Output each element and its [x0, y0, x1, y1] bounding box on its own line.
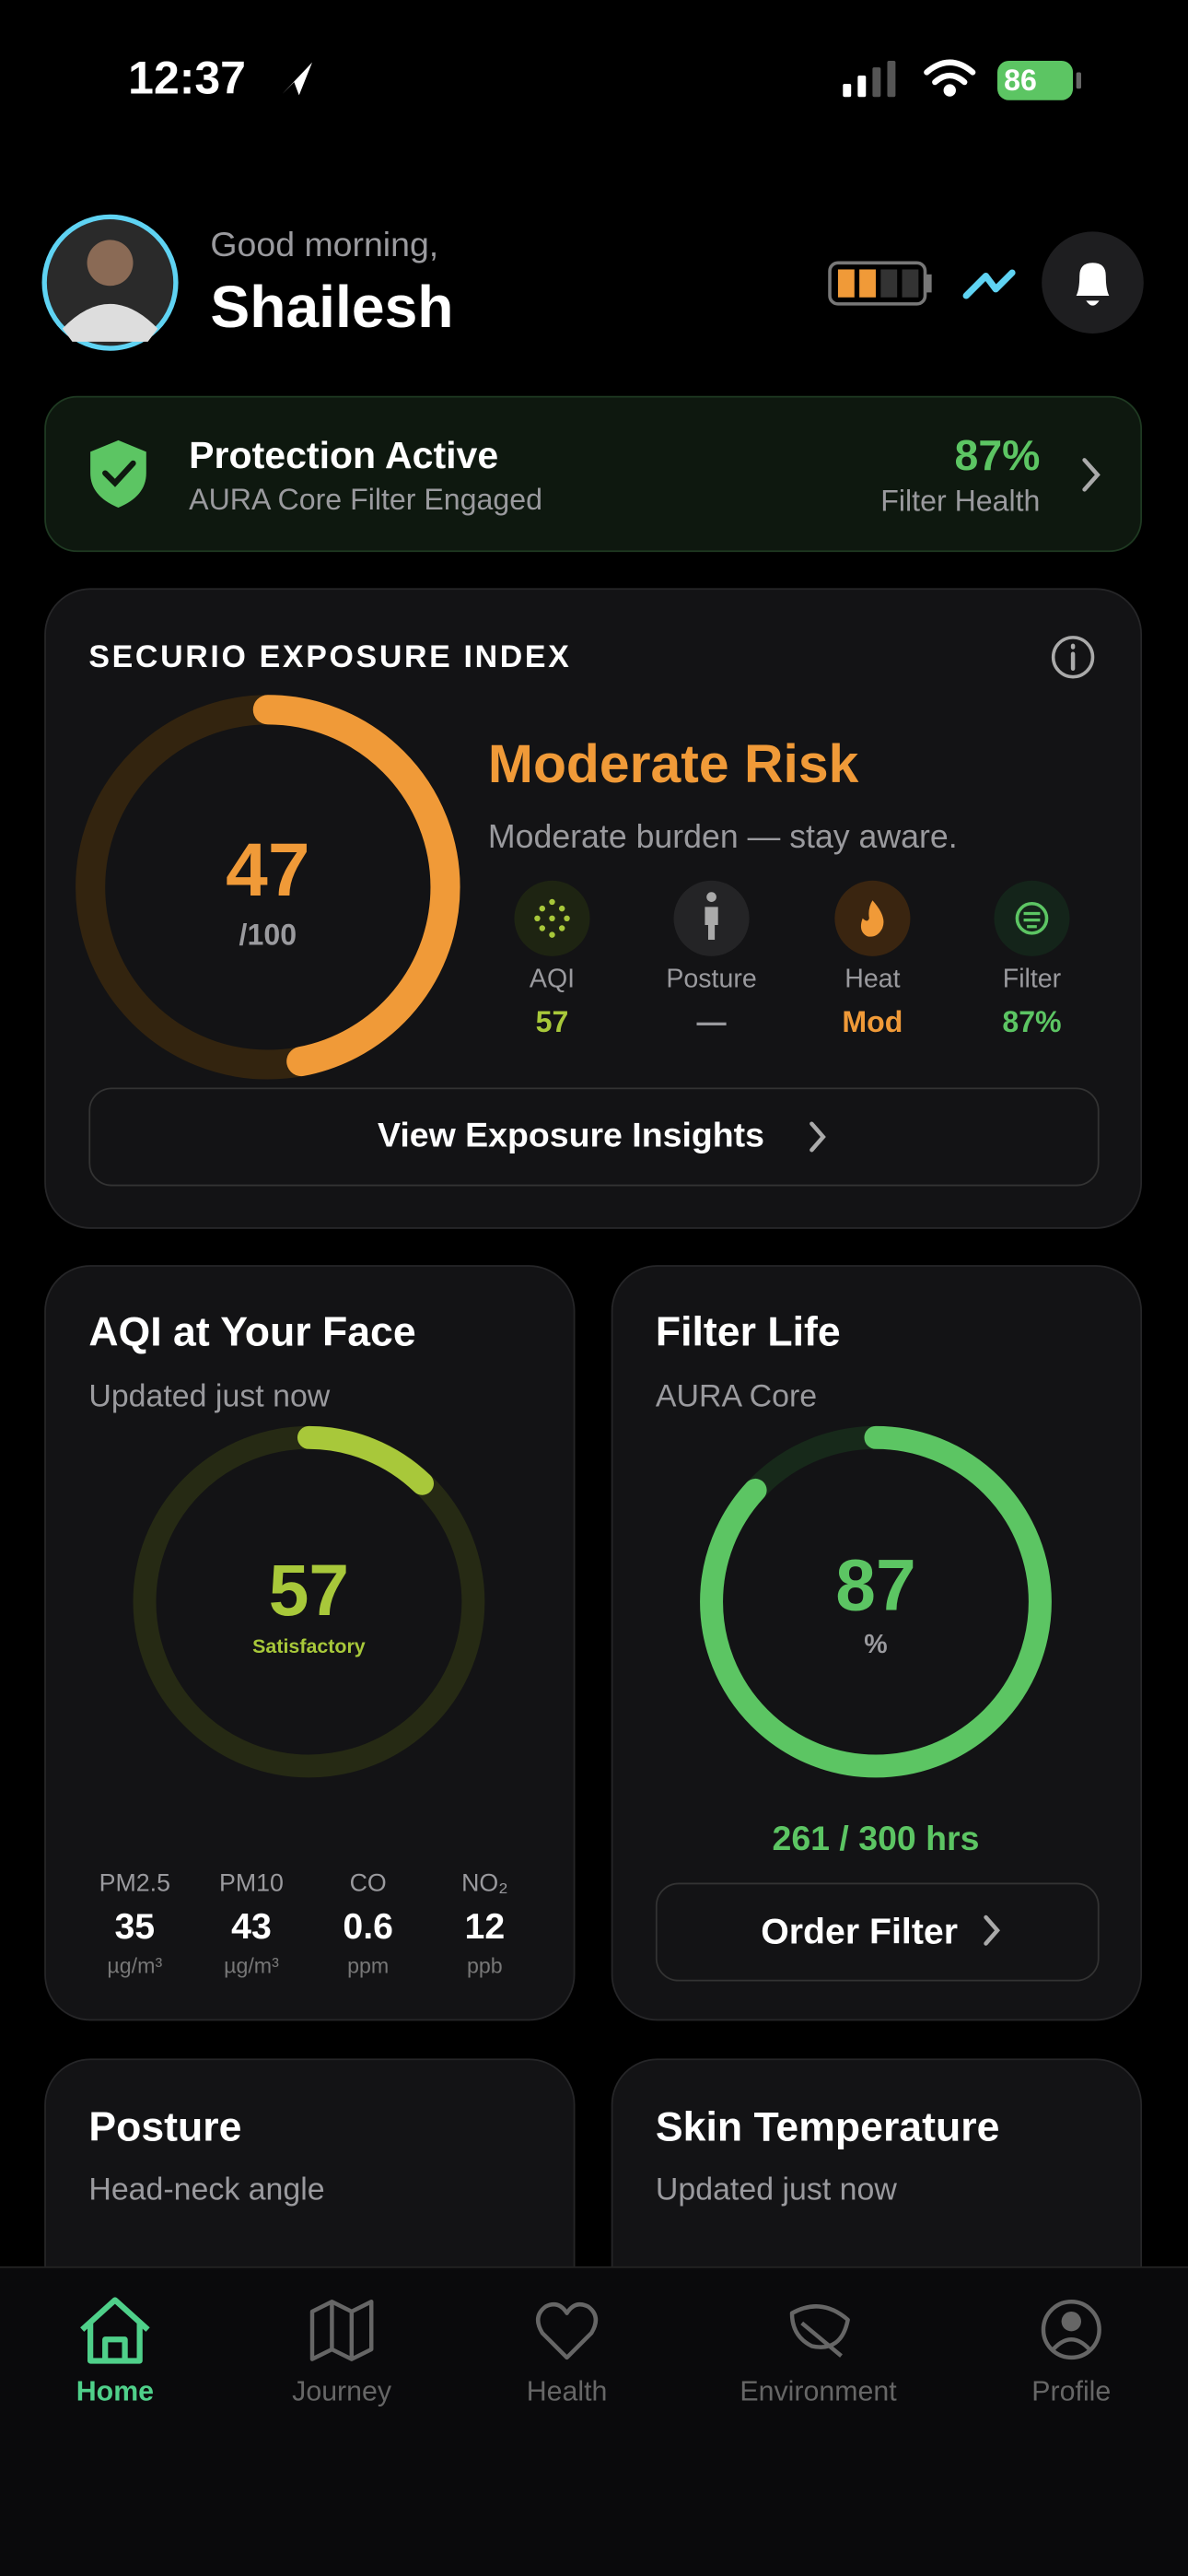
battery-cell: [902, 269, 919, 298]
filter-unit: %: [864, 1631, 888, 1660]
pollutant-value: 12: [464, 1905, 506, 1948]
exposure-title: SECURIO EXPOSURE INDEX: [88, 640, 572, 675]
metric-label: Filter: [1002, 966, 1062, 994]
nav-item[interactable]: Environment: [740, 2375, 897, 2407]
metric-value: 57: [535, 1005, 569, 1038]
metric-value: —: [696, 1005, 727, 1038]
signal-icon: [843, 60, 896, 98]
protection-card[interactable]: [44, 395, 1143, 553]
status-time: 12:37: [128, 53, 246, 104]
aqi-subtitle: Updated just now: [88, 1379, 331, 1415]
pollutant-label: PM2.5: [99, 1869, 170, 1898]
bell-icon: [1076, 263, 1110, 306]
nav-item[interactable]: Home: [76, 2375, 155, 2407]
filter-health-label: Filter Health: [880, 485, 1041, 518]
pollutant-unit: ppb: [466, 1953, 503, 1978]
device-battery: [828, 261, 927, 306]
avatar-face: [87, 240, 134, 287]
metric-value: Mod: [842, 1005, 903, 1038]
metric-value: 87%: [1002, 1005, 1062, 1038]
skin-temp-subtitle: Updated just now: [655, 2173, 897, 2208]
nav-item[interactable]: Health: [526, 2375, 608, 2407]
exposure-score: 47: [226, 825, 310, 912]
pollutant-value: 0.6: [343, 1905, 393, 1948]
battery-cell: [880, 269, 898, 298]
aqi-value: 57: [268, 1551, 350, 1632]
avatar[interactable]: [41, 214, 179, 351]
nav-item[interactable]: Journey: [292, 2375, 392, 2407]
posture-subtitle: Head-neck angle: [88, 2173, 325, 2208]
avatar-body: [62, 303, 158, 342]
protection-title: Protection Active: [189, 433, 499, 477]
filter-value: 87: [835, 1545, 916, 1627]
filter-subtitle: AURA Core: [655, 1379, 818, 1415]
metric-label: Heat: [844, 966, 901, 994]
pollutant-label: CO: [349, 1869, 387, 1898]
pollutant-unit: µg/m³: [224, 1953, 279, 1978]
order-filter-button[interactable]: Order Filter: [655, 1882, 1100, 1982]
pollutant-value: 35: [114, 1905, 156, 1948]
protection-subtitle: AURA Core Filter Engaged: [189, 483, 542, 516]
pollutant-unit: µg/m³: [107, 1953, 163, 1978]
risk-description: Moderate burden — stay aware.: [487, 819, 958, 857]
pollutant-label: NO₂: [461, 1869, 508, 1898]
pollutant-label: PM10: [219, 1869, 284, 1898]
status-battery: 86: [1004, 64, 1037, 98]
pollutant-unit: ppm: [347, 1953, 390, 1978]
activity-icon: [962, 269, 1016, 299]
filter-title: Filter Life: [655, 1309, 841, 1356]
posture-title: Posture: [88, 2104, 242, 2151]
exposure-scale: /100: [239, 918, 297, 952]
wifi-icon: [924, 59, 976, 97]
order-filter-label: Order Filter: [761, 1910, 959, 1952]
device-battery-tip: [925, 274, 932, 293]
skin-temp-title: Skin Temperature: [655, 2104, 1000, 2151]
nav-item[interactable]: Profile: [1031, 2375, 1112, 2407]
aqi-title: AQI at Your Face: [88, 1309, 416, 1356]
greeting: Good morning,: [210, 227, 439, 265]
metric-label: Posture: [666, 966, 757, 994]
filter-health-value: 87%: [954, 430, 1041, 480]
bell-button[interactable]: [1042, 231, 1144, 334]
filter-hours: 261 / 300 hrs: [772, 1820, 980, 1858]
user-name: Shailesh: [210, 273, 454, 341]
battery-cell: [837, 269, 855, 298]
aqi-status: Satisfactory: [252, 1634, 366, 1658]
insights-button[interactable]: View Exposure Insights: [88, 1087, 1100, 1187]
battery-cell: [859, 269, 876, 298]
metric-label: AQI: [529, 966, 576, 994]
battery-tip: [1076, 72, 1082, 89]
insights-button-label: View Exposure Insights: [378, 1117, 764, 1155]
risk-level: Moderate Risk: [487, 732, 859, 794]
location-icon: [282, 62, 312, 96]
pollutant-value: 43: [231, 1905, 272, 1948]
